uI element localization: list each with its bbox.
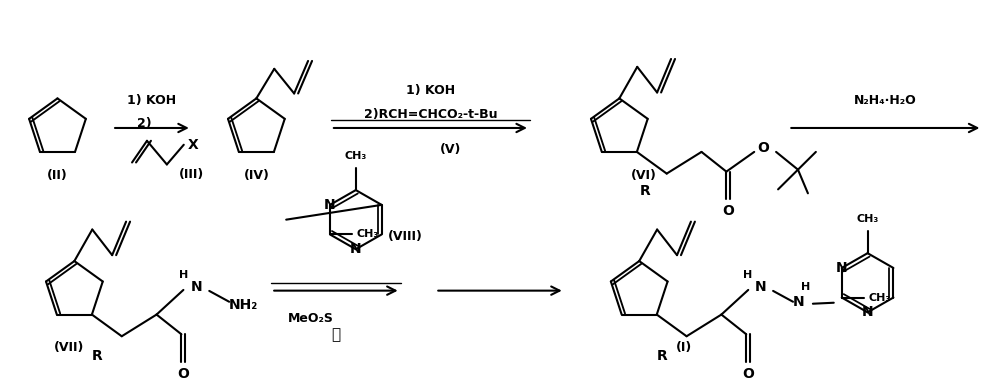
Text: 1) KOH: 1) KOH [127,94,177,107]
Text: CH₃: CH₃ [357,229,379,240]
Text: (I): (I) [676,341,692,354]
Text: O: O [722,204,734,218]
Text: (VIII): (VIII) [388,230,423,243]
Text: CH₃: CH₃ [345,151,367,161]
Text: 2)RCH=CHCO₂-t-Bu: 2)RCH=CHCO₂-t-Bu [364,108,497,121]
Text: R: R [656,349,667,363]
Text: 2): 2) [137,116,152,129]
Text: (V): (V) [440,143,461,156]
Text: H: H [179,270,188,280]
Text: (IV): (IV) [243,169,269,182]
Text: O: O [177,367,189,381]
Text: R: R [639,184,650,198]
Text: (II): (II) [47,169,68,182]
Text: 碱: 碱 [331,327,340,343]
Text: R: R [92,349,102,363]
Text: O: O [742,367,754,381]
Text: N: N [836,261,848,275]
Text: N: N [191,280,202,294]
Text: N: N [350,242,362,256]
Text: N₂H₄·H₂O: N₂H₄·H₂O [853,94,916,107]
Text: N: N [754,280,766,294]
Text: H: H [743,270,752,280]
Text: N: N [793,295,805,309]
Text: (VII): (VII) [54,341,85,354]
Text: N: N [324,198,336,212]
Text: MeO₂S: MeO₂S [288,312,334,325]
Text: N: N [862,305,873,319]
Text: CH₃: CH₃ [868,292,891,303]
Text: H: H [801,282,811,292]
Text: 1) KOH: 1) KOH [406,84,455,97]
Text: O: O [757,141,769,155]
Text: CH₃: CH₃ [856,214,879,224]
Text: X: X [188,138,198,152]
Text: (III): (III) [179,168,204,181]
Text: (VI): (VI) [631,169,657,182]
Text: NH₂: NH₂ [228,298,258,312]
